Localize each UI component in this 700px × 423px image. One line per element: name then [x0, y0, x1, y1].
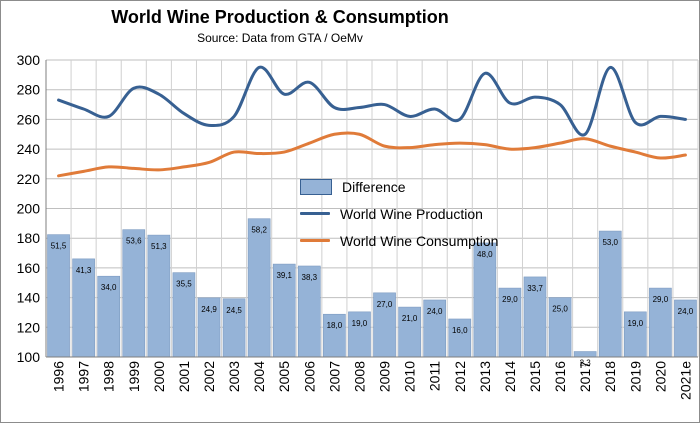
bar-data-label: 58,2 — [251, 226, 267, 235]
bar-data-label: 41,3 — [76, 266, 92, 275]
x-tick-label: 2017 — [577, 361, 593, 392]
bar-data-label: 53,0 — [602, 238, 618, 247]
bar-data-label: 27,0 — [377, 300, 393, 309]
bar-data-label: 34,0 — [101, 283, 117, 292]
bar-data-label: 35,5 — [176, 280, 192, 289]
bar-data-label: 24,5 — [226, 306, 242, 315]
bar-data-label: 24,9 — [201, 305, 217, 314]
legend-swatch-production — [300, 212, 330, 215]
x-tick-label: 2018 — [602, 361, 618, 392]
legend-item-difference: Difference — [300, 173, 560, 200]
bar — [247, 218, 271, 358]
x-tick-label: 2012 — [452, 361, 468, 392]
bar-data-label: 19,0 — [628, 319, 644, 328]
legend-label-production: World Wine Production — [340, 205, 483, 222]
y-tick-label: 260 — [17, 111, 41, 127]
y-tick-label: 200 — [17, 201, 41, 217]
y-tick-label: 300 — [17, 52, 41, 68]
y-tick-label: 180 — [17, 230, 41, 246]
x-tick-label: 2014 — [502, 361, 518, 392]
bar-data-label: 2,3 — [580, 359, 592, 368]
y-tick-label: 220 — [17, 171, 41, 187]
bar-data-label: 39,1 — [276, 271, 292, 280]
bar-data-label: 16,0 — [452, 326, 468, 335]
y-tick-label: 240 — [17, 141, 41, 157]
bar-labels: 51,5 41,3 34,0 53,6 51,3 35,5 24,9 24,5 58,2 39,1… — [51, 226, 694, 368]
x-tick-label: 2019 — [627, 361, 643, 392]
bar-data-label: 51,3 — [151, 242, 167, 251]
y-tick-label: 140 — [17, 290, 41, 306]
legend-item-production: World Wine Production — [300, 200, 560, 227]
x-tick-label: 1998 — [101, 361, 117, 392]
x-tick-label: 2008 — [351, 361, 367, 392]
x-tick-label: 1996 — [51, 361, 67, 392]
chart-subtitle: Source: Data from GTA / OeMv — [197, 31, 363, 45]
x-tick-label: 2002 — [201, 361, 217, 392]
x-tick-label: 2004 — [251, 361, 267, 392]
x-tick-label: 2005 — [276, 361, 292, 392]
legend-label-difference: Difference — [342, 178, 406, 195]
bar-data-label: 38,3 — [302, 273, 318, 282]
bar-data-label: 24,0 — [427, 307, 443, 316]
y-tick-label: 160 — [17, 260, 41, 276]
x-tick-label: 1997 — [76, 361, 92, 392]
consumption-line — [57, 131, 687, 178]
x-tick-label: 2011 — [427, 361, 443, 391]
x-tick-label: 2010 — [402, 361, 418, 392]
y-tick-label: 100 — [17, 349, 41, 365]
x-tick-labels: 1996 1997 1998 1999 2000 2001 2002 2003 2004 2005… — [51, 361, 694, 400]
bar — [473, 242, 497, 358]
x-tick-label: 2015 — [527, 361, 543, 392]
bar-data-label: 25,0 — [552, 305, 568, 314]
y-tick-labels: 100 120 140 160 180 200 220 240 260 280 300 — [17, 52, 41, 365]
x-tick-label: 2016 — [552, 361, 568, 392]
bar-data-label: 29,0 — [502, 295, 518, 304]
legend: Difference World Wine Production World W… — [300, 173, 560, 254]
axes — [45, 60, 698, 358]
bar — [47, 234, 70, 358]
y-tick-label: 120 — [17, 319, 41, 335]
bar — [573, 351, 597, 358]
bar-data-label: 24,0 — [678, 307, 694, 316]
production-line — [57, 65, 687, 137]
bar — [448, 318, 472, 358]
bar-data-label: 51,5 — [51, 242, 67, 251]
bar-data-label: 53,6 — [126, 237, 142, 246]
x-tick-label: 2021e — [677, 361, 693, 400]
x-tick-label: 2020 — [652, 361, 668, 392]
y-tick-label: 280 — [17, 82, 41, 98]
bar-data-label: 48,0 — [477, 250, 493, 259]
bar — [598, 230, 622, 358]
x-tick-label: 2001 — [176, 361, 192, 392]
x-tick-label: 1999 — [126, 361, 142, 392]
x-tick-label: 2000 — [151, 361, 167, 392]
legend-swatch-difference — [300, 178, 332, 195]
legend-label-consumption: World Wine Consumption — [340, 232, 499, 249]
chart-title: World Wine Production & Consumption — [111, 7, 449, 27]
x-tick-label: 2009 — [377, 361, 393, 392]
x-tick-label: 2006 — [301, 361, 317, 392]
bar-data-label: 21,0 — [402, 314, 418, 323]
bar — [147, 234, 171, 358]
series-lines — [57, 65, 687, 178]
bar-data-label: 33,7 — [527, 284, 543, 293]
bar-data-label: 18,0 — [327, 321, 343, 330]
grid-lines — [45, 59, 699, 358]
bar — [122, 229, 146, 358]
legend-swatch-consumption — [300, 239, 330, 242]
x-tick-label: 2003 — [226, 361, 242, 392]
x-tick-label: 2007 — [326, 361, 342, 392]
bar-data-label: 29,0 — [653, 295, 669, 304]
x-tick-label: 2013 — [477, 361, 493, 392]
legend-item-consumption: World Wine Consumption — [300, 227, 560, 254]
bar-data-label: 19,0 — [352, 319, 368, 328]
